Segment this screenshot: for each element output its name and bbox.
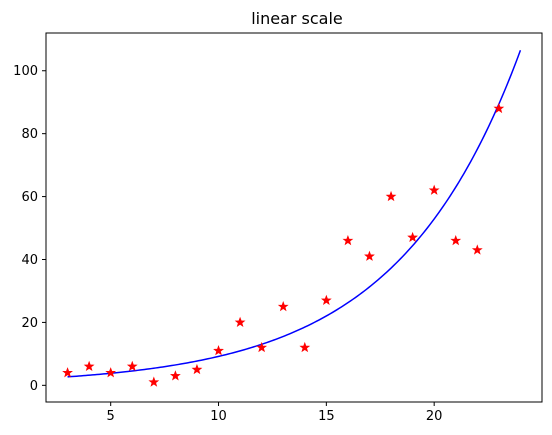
data-point (277, 301, 289, 312)
y-tick-label: 0 (30, 379, 38, 394)
y-tick-label: 100 (13, 64, 38, 79)
data-point (364, 250, 375, 261)
x-tick-label: 20 (426, 409, 443, 424)
data-point (342, 234, 354, 246)
x-axis: 5 10 15 20 (107, 402, 443, 424)
data-point (62, 367, 73, 378)
fit-line (67, 50, 522, 378)
data-point (407, 231, 418, 243)
x-tick-label: 5 (107, 409, 115, 424)
x-tick-label: 15 (318, 409, 335, 424)
data-point (450, 234, 462, 246)
chart-title: linear scale (251, 9, 343, 28)
y-tick-label: 80 (21, 127, 38, 142)
data-point (493, 102, 505, 114)
data-point (385, 190, 397, 202)
data-point (234, 316, 246, 328)
data-point (83, 360, 95, 372)
axes-frame (45, 32, 543, 403)
y-tick-label: 40 (21, 253, 38, 268)
data-point (126, 360, 138, 372)
data-point (299, 341, 311, 353)
data-point (213, 345, 224, 356)
y-tick-label: 60 (21, 190, 38, 205)
x-tick-label: 10 (210, 409, 227, 424)
data-point (105, 367, 117, 378)
y-axis: 0 20 40 60 80 100 (13, 64, 46, 394)
data-point (148, 376, 160, 387)
data-point (191, 363, 203, 375)
plot-area (62, 50, 522, 387)
data-point (471, 244, 483, 255)
data-point (428, 184, 440, 195)
y-tick-label: 20 (21, 316, 38, 331)
data-point (170, 370, 181, 381)
data-point (320, 294, 332, 305)
data-point (256, 341, 268, 353)
